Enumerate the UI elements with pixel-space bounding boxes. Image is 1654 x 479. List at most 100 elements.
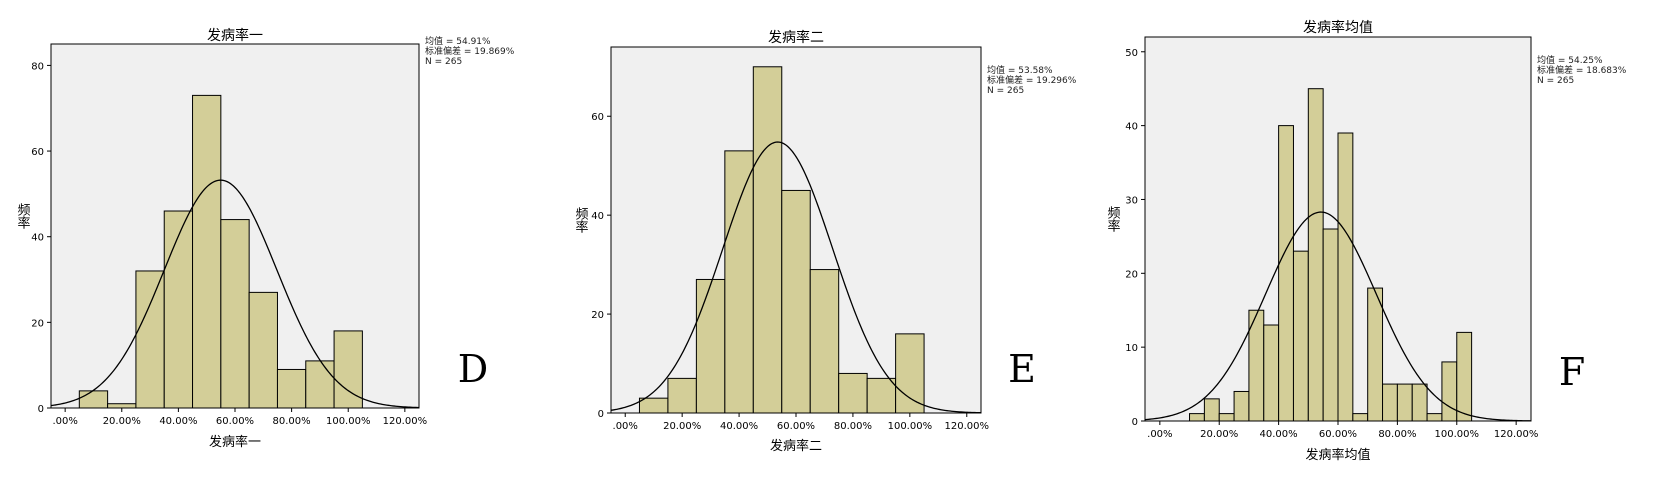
histogram-bar: [1396, 383, 1413, 422]
y-tick-label: 20: [31, 318, 44, 329]
y-tick-label: 20: [1125, 269, 1138, 280]
histogram-bar: [1189, 413, 1205, 422]
x-tick-label: 40.00%: [159, 416, 197, 427]
y-tick-label: 40: [1125, 122, 1138, 133]
stats-line: 均值 = 54.25%: [1537, 54, 1603, 66]
y-tick-label: 40: [591, 211, 604, 222]
histogram-bar: [248, 291, 278, 409]
x-tick-label: 60.00%: [777, 421, 815, 432]
histogram-bar: [78, 390, 109, 409]
stats-line: N = 265: [425, 57, 462, 67]
histogram-bar: [895, 333, 925, 414]
panel-letter: F: [1559, 350, 1585, 394]
histogram-bar: [305, 360, 335, 409]
x-tick-label: 120.00%: [1494, 429, 1539, 440]
stats-line: 均值 = 54.91%: [425, 35, 491, 47]
chart-title: 发病率二: [768, 29, 824, 46]
normal-curve: [50, 179, 420, 409]
x-tick-label: 40.00%: [720, 421, 758, 432]
histogram-bar: [1456, 331, 1473, 422]
stats-line: N = 265: [987, 86, 1024, 96]
x-tick-label: .00%: [1147, 429, 1172, 440]
x-tick-label: 80.00%: [1378, 429, 1416, 440]
y-tick-label: 80: [31, 61, 44, 72]
histogram-panel-d: .00% 20.00% 40.00% 60.00% 80.00% 100.00% 120.0…: [15, 27, 515, 450]
histogram-bar: [638, 397, 669, 414]
panel-letter: E: [1008, 347, 1036, 391]
histogram-bar: [333, 330, 363, 409]
x-tick-label: .00%: [613, 421, 638, 432]
y-tick-label: 0: [38, 404, 44, 415]
stats-line: 标准偏差 = 19.296%: [987, 74, 1077, 86]
histogram-bar: [838, 372, 868, 414]
histogram-bar: [1411, 383, 1428, 422]
x-tick-label: 100.00%: [326, 416, 371, 427]
normal-curve: [1144, 211, 1532, 422]
histogram-bar: [1278, 125, 1294, 422]
histogram-bar: [1337, 132, 1354, 422]
histogram-bar: [1263, 324, 1280, 422]
histogram-bar: [1426, 413, 1443, 422]
histogram-bar: [1322, 228, 1339, 422]
chart-title: 发病率均值: [1303, 19, 1373, 36]
y-tick-label: 60: [31, 147, 44, 158]
y-tick-label: 0: [598, 409, 604, 420]
x-tick-label: 100.00%: [1435, 429, 1480, 440]
histogram-panel-f: .00% 20.00% 40.00% 60.00% 80.00% 100.00% 120.0…: [1105, 19, 1627, 463]
histogram-bar: [220, 219, 250, 409]
x-tick-label: 20.00%: [663, 421, 701, 432]
histogram-bar: [1233, 390, 1250, 422]
histogram-bar: [695, 278, 726, 414]
histogram-bar: [192, 94, 222, 409]
stats-line: 均值 = 53.58%: [987, 64, 1053, 76]
x-axis-label: 发病率均值: [1305, 447, 1370, 463]
stats-line: N = 265: [1537, 76, 1574, 86]
panel-letter: D: [458, 347, 488, 391]
x-tick-label: 40.00%: [1260, 429, 1298, 440]
chart-title: 发病率一: [207, 27, 263, 44]
x-tick-label: .00%: [52, 416, 77, 427]
x-tick-label: 20.00%: [1200, 429, 1238, 440]
histogram-bar: [1203, 398, 1220, 422]
y-tick-label: 0: [1132, 417, 1138, 428]
x-tick-label: 80.00%: [834, 421, 872, 432]
histogram-bar: [276, 368, 307, 409]
y-tick-label: 20: [591, 310, 604, 321]
stats-line: 标准偏差 = 18.683%: [1537, 64, 1627, 76]
x-tick-label: 80.00%: [273, 416, 311, 427]
histogram-bar: [107, 403, 137, 409]
y-tick-label: 30: [1125, 195, 1138, 206]
x-tick-label: 60.00%: [1319, 429, 1357, 440]
histogram-bar: [1307, 88, 1324, 422]
x-tick-label: 60.00%: [216, 416, 254, 427]
y-tick-label: 10: [1125, 343, 1138, 354]
x-axis-label: 发病率二: [770, 438, 822, 454]
y-axis-label: 频率: [1105, 206, 1121, 232]
normal-curve: [610, 141, 982, 414]
x-tick-label: 100.00%: [888, 421, 933, 432]
histogram-bar: [1352, 413, 1369, 422]
histogram-bar: [1367, 287, 1384, 422]
y-axis-label: 频率: [573, 207, 589, 233]
histogram-bar: [724, 150, 754, 414]
x-axis-label: 发病率一: [209, 434, 261, 450]
histogram-bar: [163, 210, 194, 409]
histogram-bar: [1292, 250, 1309, 422]
x-tick-label: 120.00%: [945, 421, 990, 432]
y-tick-label: 50: [1125, 48, 1138, 59]
y-tick-label: 60: [591, 112, 604, 123]
histogram-bar: [135, 270, 165, 409]
y-tick-label: 40: [31, 233, 44, 244]
histogram-bar: [866, 377, 897, 414]
histogram-bar: [1218, 413, 1235, 422]
stats-line: 标准偏差 = 19.869%: [425, 45, 515, 57]
y-axis-label: 频率: [15, 203, 31, 229]
histogram-bar: [667, 377, 697, 414]
histogram-panel-e: .00% 20.00% 40.00% 60.00% 80.00% 100.00% 120.0…: [573, 29, 1077, 454]
histogram-bar: [809, 269, 840, 414]
x-tick-label: 120.00%: [383, 416, 428, 427]
histogram-bar: [1441, 361, 1458, 422]
x-tick-label: 20.00%: [103, 416, 141, 427]
histogram-bar: [781, 189, 811, 414]
